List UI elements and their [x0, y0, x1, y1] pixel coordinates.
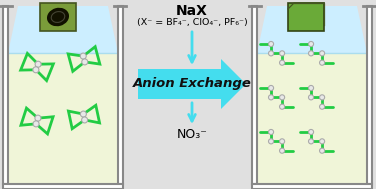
Ellipse shape	[47, 8, 69, 26]
Bar	[8, 53, 118, 184]
Text: (X⁻ = BF₄⁻, ClO₄⁻, PF₆⁻): (X⁻ = BF₄⁻, ClO₄⁻, PF₆⁻)	[136, 19, 247, 28]
Circle shape	[279, 139, 285, 144]
Circle shape	[33, 67, 39, 73]
Circle shape	[308, 139, 314, 144]
Circle shape	[268, 85, 274, 91]
Circle shape	[320, 60, 324, 65]
Bar	[252, 6, 257, 184]
Circle shape	[279, 60, 285, 65]
Circle shape	[82, 117, 88, 123]
Circle shape	[80, 111, 86, 117]
Circle shape	[320, 139, 324, 144]
Circle shape	[320, 104, 324, 109]
Polygon shape	[8, 6, 118, 53]
Bar	[40, 3, 76, 31]
Circle shape	[320, 95, 324, 100]
Circle shape	[308, 85, 314, 91]
Circle shape	[320, 148, 324, 153]
Circle shape	[308, 41, 314, 46]
Circle shape	[268, 139, 274, 144]
Text: NaX: NaX	[176, 4, 208, 18]
Circle shape	[320, 51, 324, 56]
Circle shape	[308, 95, 314, 100]
Circle shape	[268, 41, 274, 46]
Circle shape	[279, 104, 285, 109]
Circle shape	[33, 121, 39, 127]
Polygon shape	[257, 6, 367, 53]
Bar	[367, 6, 372, 184]
Bar	[257, 53, 367, 184]
Bar	[3, 184, 123, 189]
Circle shape	[268, 51, 274, 56]
Circle shape	[35, 61, 41, 67]
FancyArrow shape	[138, 59, 246, 109]
Circle shape	[80, 53, 86, 59]
Circle shape	[268, 129, 274, 135]
Text: NO₃⁻: NO₃⁻	[177, 128, 208, 140]
Circle shape	[279, 51, 285, 56]
Text: Anion Exchange: Anion Exchange	[133, 77, 252, 91]
Bar	[3, 6, 8, 184]
Circle shape	[82, 59, 88, 65]
Bar	[288, 3, 324, 31]
Circle shape	[268, 95, 274, 100]
Circle shape	[35, 115, 41, 121]
Bar	[118, 6, 123, 184]
Bar	[252, 184, 372, 189]
Circle shape	[308, 129, 314, 135]
Circle shape	[308, 51, 314, 56]
Circle shape	[279, 148, 285, 153]
Circle shape	[279, 95, 285, 100]
